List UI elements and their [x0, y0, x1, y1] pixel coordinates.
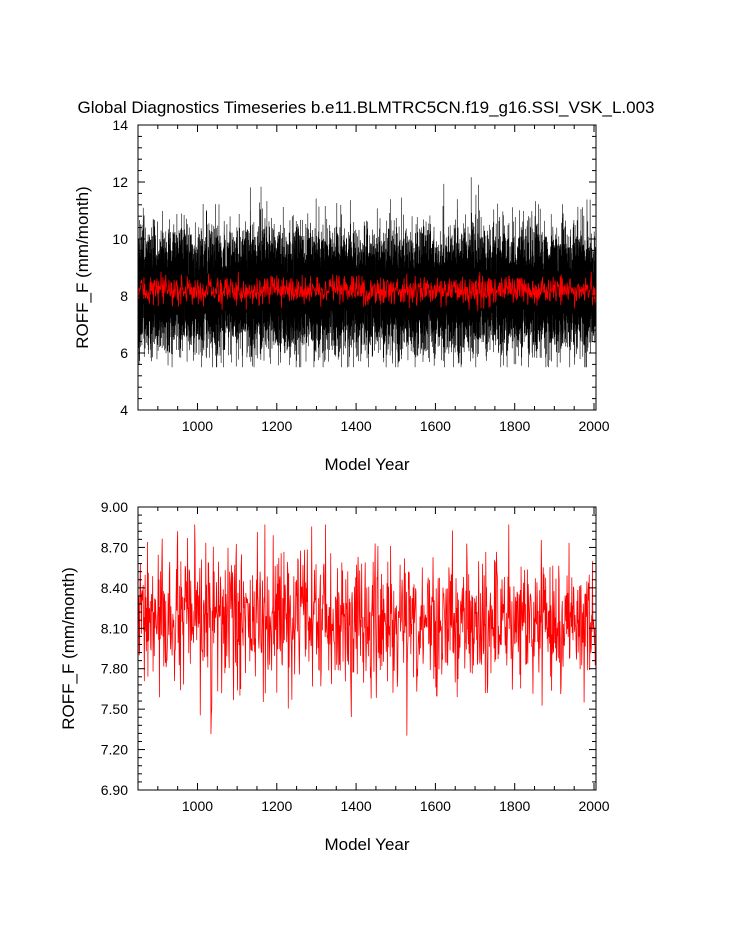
y-tick-label: 6.90: [101, 782, 128, 798]
y-axis-label: ROFF_F (mm/month): [59, 567, 78, 729]
x-tick-label: 1400: [341, 798, 372, 814]
x-tick-label: 1600: [420, 798, 451, 814]
timeseries-panel-annual: 1000 1200 1400 1600 1800 2000 6.90 7.20 7.50 7.80…: [59, 499, 610, 854]
x-tick-label: 1800: [499, 798, 530, 814]
series-line-monthly: [137, 177, 597, 368]
y-tick-label: 8.40: [101, 580, 128, 596]
x-tick-label: 2000: [578, 418, 609, 434]
x-tick-label: 1000: [182, 798, 213, 814]
series-line-annual-mean: [137, 524, 597, 736]
x-tick-label: 1600: [420, 418, 451, 434]
x-tick-label: 1400: [341, 418, 372, 434]
x-tick-label: 2000: [578, 798, 609, 814]
y-axis-label: ROFF_F (mm/month): [73, 186, 92, 348]
y-tick-label: 7.20: [101, 742, 128, 758]
y-tick-label: 7.50: [101, 701, 128, 717]
y-tick-label: 7.80: [101, 661, 128, 677]
y-tick-label: 12: [112, 174, 128, 190]
x-tick-label: 1000: [182, 418, 213, 434]
x-tick-label: 1200: [261, 418, 292, 434]
plot-frame: [137, 124, 597, 411]
y-tick-label: 14: [112, 117, 128, 133]
y-tick-label: 9.00: [101, 499, 128, 515]
x-tick-label: 1800: [499, 418, 530, 434]
series-line-annual-mean: [137, 271, 597, 312]
x-tick-label: 1200: [261, 798, 292, 814]
y-tick-label: 8.70: [101, 539, 128, 555]
plot-frame: [137, 506, 597, 791]
timeseries-panel-monthly: 1000 1200 1400 1600 1800 2000 4 6 8 10 12 14 Model Y…: [73, 117, 610, 474]
chart-title: Global Diagnostics Timeseries b.e11.BLMT…: [77, 98, 654, 117]
y-tick-label: 10: [112, 231, 128, 247]
x-axis-label: Model Year: [324, 835, 409, 854]
y-tick-label: 8: [120, 288, 128, 304]
y-tick-label: 4: [120, 402, 128, 418]
y-tick-label: 8.10: [101, 620, 128, 636]
x-axis-label: Model Year: [324, 455, 409, 474]
y-tick-label: 6: [120, 345, 128, 361]
